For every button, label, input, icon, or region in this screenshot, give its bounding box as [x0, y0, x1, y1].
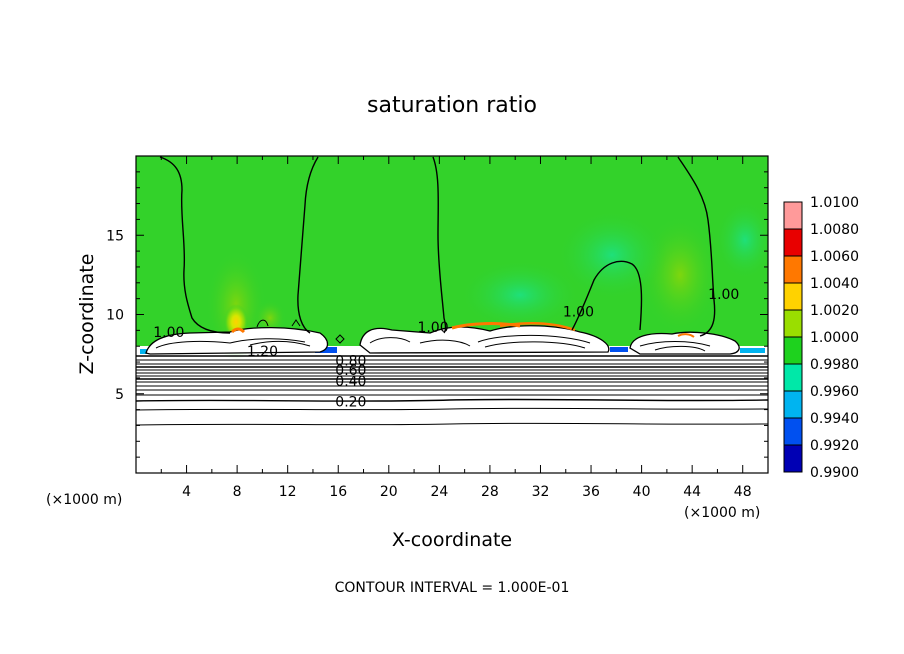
colorbar-swatch [784, 418, 802, 445]
colorbar-swatch [784, 337, 802, 364]
y-tick-label: 15 [106, 228, 124, 244]
contour-label: 0.80 [335, 353, 366, 369]
x-tick-label: 28 [481, 484, 499, 500]
inner-contour [484, 341, 586, 349]
colorbar-label: 1.0000 [810, 330, 859, 346]
colorbar-label: 1.0100 [810, 195, 859, 211]
y-axis: 5 10 15 [106, 171, 768, 458]
x-tick-label: 36 [582, 484, 600, 500]
x-tick-label: 16 [329, 484, 347, 500]
colorbar-swatch [784, 283, 802, 310]
subsaturation-strip [610, 347, 628, 352]
x-tick-label: 8 [233, 484, 242, 500]
colorbar-swatch [784, 364, 802, 391]
y-axis-unit: (×1000 m) [46, 492, 122, 508]
colorbar-swatch [784, 445, 802, 472]
contour-label: 1.00 [153, 325, 184, 341]
x-tick-label: 24 [430, 484, 448, 500]
contour-level [136, 422, 768, 426]
contour-label: 1.00 [708, 287, 739, 303]
colorbar-label: 0.9980 [810, 357, 859, 373]
contour-line-1-00 [256, 319, 269, 328]
contour-label: 1.20 [247, 344, 278, 360]
contour-level [136, 407, 768, 411]
x-tick-label: 40 [633, 484, 651, 500]
contour-label: 0.40 [335, 374, 366, 390]
cloud-region [145, 326, 329, 355]
x-tick-label: 32 [532, 484, 550, 500]
colorbar-label: 1.0020 [810, 303, 859, 319]
cloud-region [629, 331, 740, 355]
inner-contour [155, 338, 306, 349]
contour-labels: 1.00 1.20 0.800.600.40 0.20 1.00 1.00 1.00 [153, 287, 739, 411]
colorbar-label: 0.9900 [810, 465, 859, 481]
x-tick-label: 4 [182, 484, 191, 500]
contour-label: 1.00 [563, 304, 594, 320]
colorbar-label: 1.0060 [810, 249, 859, 265]
inner-contour [369, 337, 411, 344]
colorbar: 1.0100 1.0080 1.0060 1.0040 1.0020 1.0000 0.99… [783, 195, 859, 481]
inner-contour [249, 340, 311, 347]
humidity-blob [460, 260, 580, 330]
cloud-edge [230, 327, 246, 334]
colorbar-swatch [784, 391, 802, 418]
x-tick-label: 12 [279, 484, 297, 500]
colorbar-swatch [784, 229, 802, 256]
contour-interval-note: CONTOUR INTERVAL = 1.000E-01 [335, 580, 570, 596]
x-tick-label: 48 [734, 484, 752, 500]
colorbar-label: 0.9940 [810, 411, 859, 427]
chart-title: saturation ratio [367, 93, 537, 118]
contour-label: 0.20 [335, 395, 366, 411]
x-axis-unit: (×1000 m) [684, 505, 760, 521]
x-tick-label: 44 [683, 484, 701, 500]
subsaturation-strip [740, 348, 765, 353]
contour-band [136, 355, 768, 426]
colorbar-label: 1.0080 [810, 222, 859, 238]
contour-line-1-00 [291, 319, 301, 327]
x-axis-title: X-coordinate [392, 529, 512, 551]
humidity-blob [254, 300, 286, 336]
cloud-edge [677, 333, 695, 338]
contour-level [136, 398, 768, 402]
y-tick-label: 5 [115, 387, 124, 403]
contour-label: 0.60 [335, 363, 366, 379]
subsaturation-strip [315, 347, 337, 353]
y-tick-label: 10 [106, 308, 124, 324]
contour-line-1-00 [159, 156, 231, 334]
humidity-blob [715, 200, 768, 280]
colorbar-label: 0.9960 [810, 384, 859, 400]
inner-contour [477, 334, 591, 344]
contour-line-1-00 [677, 156, 716, 337]
y-axis-title: Z-coordinate [76, 254, 98, 375]
inner-contour [419, 339, 471, 347]
x-tick-label: 20 [380, 484, 398, 500]
cloud-edge [499, 322, 576, 332]
inner-contour [639, 341, 711, 347]
contour-line-1-00 [335, 334, 345, 344]
contour-label: 1.00 [417, 320, 448, 336]
contour-line-1-00 [571, 260, 643, 331]
heatmap-field [136, 156, 768, 473]
contour-line-1-00 [297, 156, 319, 334]
colorbar-label: 0.9920 [810, 438, 859, 454]
colorbar-swatch [784, 202, 802, 229]
contour-line-1-00 [432, 156, 447, 334]
colorbar-label: 1.0040 [810, 276, 859, 292]
inner-contour [654, 345, 706, 352]
x-axis: 4 8 12 16 20 24 28 32 36 40 44 48 [160, 156, 752, 500]
colorbar-swatch [784, 256, 802, 283]
colorbar-swatch [784, 310, 802, 337]
